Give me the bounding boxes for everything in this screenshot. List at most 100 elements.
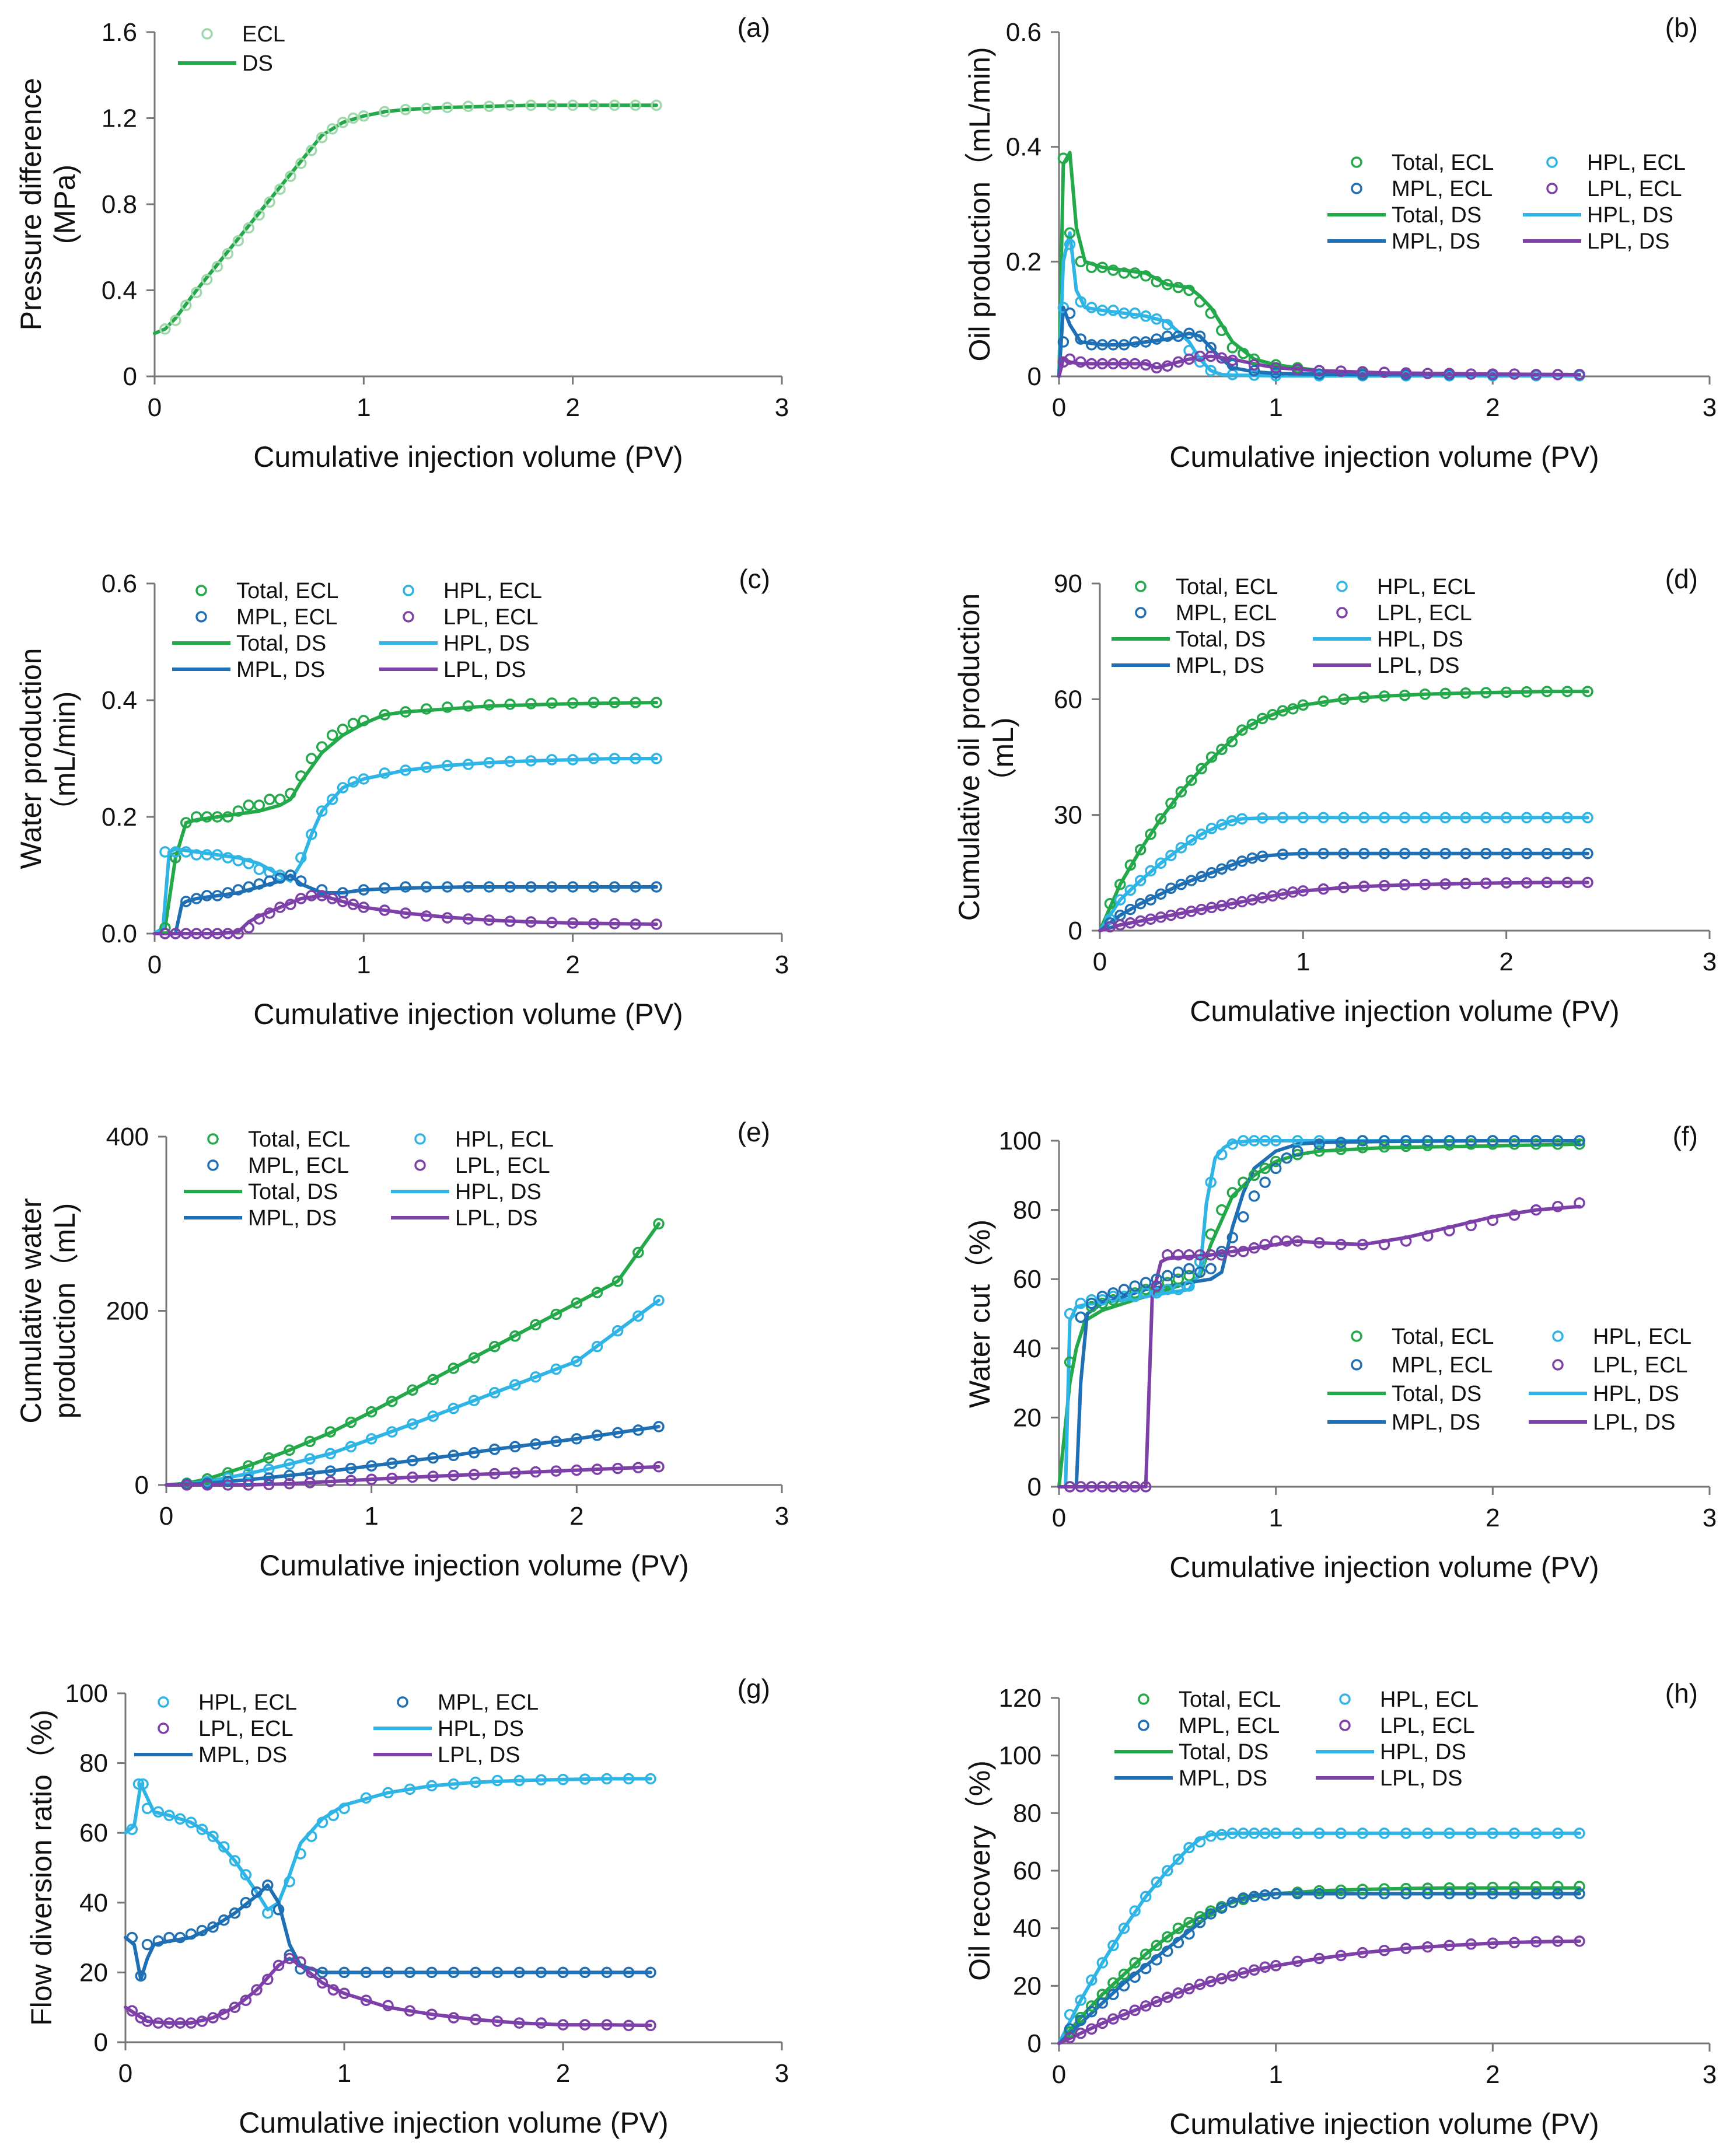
data-point bbox=[1086, 1297, 1098, 1309]
data-point bbox=[1162, 1991, 1173, 2003]
data-point bbox=[190, 928, 202, 939]
data-point bbox=[470, 2014, 481, 2025]
data-point bbox=[1297, 848, 1309, 859]
y-tick-label: 20 bbox=[1013, 1972, 1042, 2000]
data-point bbox=[630, 753, 641, 764]
data-point bbox=[1270, 1960, 1282, 1972]
data-point bbox=[190, 893, 202, 904]
data-point bbox=[1172, 1937, 1184, 1949]
x-tick-label: 0 bbox=[1052, 2060, 1066, 2089]
legend-label: Total, ECL bbox=[236, 579, 338, 603]
data-point bbox=[1357, 1947, 1369, 1959]
series-line-mpl-ds bbox=[124, 1883, 652, 1982]
data-point bbox=[611, 1462, 624, 1474]
legend-label: ECL bbox=[242, 22, 285, 47]
data-point bbox=[1259, 1827, 1271, 1839]
data-point bbox=[530, 1319, 541, 1331]
data-point bbox=[1186, 774, 1197, 786]
legend-marker bbox=[1336, 607, 1348, 619]
data-point bbox=[1129, 1957, 1141, 1969]
data-point bbox=[1552, 1888, 1564, 1900]
data-point bbox=[645, 2019, 656, 2032]
legend-label: LPL, DS bbox=[443, 658, 526, 682]
data-point bbox=[441, 881, 453, 893]
data-point bbox=[1357, 1239, 1369, 1250]
data-point bbox=[488, 1444, 501, 1455]
data-point bbox=[1064, 1356, 1076, 1368]
data-point bbox=[404, 1966, 416, 1979]
data-point bbox=[306, 145, 317, 156]
data-point bbox=[201, 890, 213, 901]
data-point bbox=[623, 1966, 635, 1979]
data-point bbox=[1238, 1211, 1249, 1223]
data-point bbox=[1226, 897, 1238, 910]
series-line-mpl-ds bbox=[1057, 306, 1581, 378]
data-point bbox=[509, 1441, 521, 1453]
data-point bbox=[1248, 1242, 1260, 1254]
series-markers-lpl-ecl bbox=[159, 890, 662, 939]
data-point bbox=[1134, 897, 1147, 910]
legend-label: LPL, DS bbox=[1380, 1766, 1463, 1791]
data-point bbox=[232, 805, 244, 817]
data-point bbox=[1378, 848, 1390, 859]
legend-label: Total, DS bbox=[1392, 1382, 1481, 1406]
y-axis-title: Oil recovery（%) bbox=[963, 1760, 996, 1981]
data-point bbox=[513, 1774, 525, 1787]
data-point bbox=[1183, 284, 1195, 296]
data-point bbox=[1057, 152, 1070, 165]
legend-label: MPL, ECL bbox=[1392, 177, 1493, 201]
data-point bbox=[1086, 302, 1098, 313]
data-point bbox=[509, 1467, 521, 1479]
data-point bbox=[347, 776, 359, 788]
data-point bbox=[1186, 906, 1197, 917]
data-point bbox=[645, 1966, 656, 1979]
data-point bbox=[1096, 1997, 1109, 2009]
data-point bbox=[1140, 1287, 1152, 1299]
legend-label: HPL, ECL bbox=[443, 579, 542, 603]
data-point bbox=[306, 890, 317, 901]
data-point bbox=[1086, 358, 1098, 370]
chart-panel-f: 0 1 2 3 0 20 40 60 80 100 Cumulative injection vol… bbox=[963, 1121, 1717, 1584]
data-point bbox=[1216, 1902, 1228, 1914]
data-point bbox=[421, 703, 432, 715]
series-markers-total-ecl bbox=[1104, 686, 1593, 910]
series-markers-hpl-ecl bbox=[159, 753, 662, 881]
data-point bbox=[295, 893, 307, 904]
data-point bbox=[1151, 333, 1163, 345]
data-point bbox=[304, 1453, 316, 1465]
legend-label: DS bbox=[242, 51, 273, 76]
data-point bbox=[338, 1802, 350, 1815]
data-point bbox=[427, 1410, 439, 1422]
series-markers-mpl-ecl bbox=[159, 869, 662, 939]
data-point bbox=[1183, 1917, 1195, 1928]
data-point bbox=[483, 881, 495, 893]
data-point bbox=[1508, 1209, 1521, 1221]
data-point bbox=[1140, 1948, 1152, 1960]
data-point bbox=[1151, 313, 1163, 325]
data-point bbox=[1129, 307, 1141, 319]
data-point bbox=[1248, 359, 1260, 371]
data-point bbox=[1400, 1235, 1412, 1247]
data-point bbox=[530, 1371, 541, 1383]
x-tick-label: 2 bbox=[565, 951, 579, 979]
data-point bbox=[504, 99, 516, 111]
data-point bbox=[1357, 1142, 1369, 1154]
chart-panel-h: 0 1 2 3 0 20 40 60 80 100 120 Cumulative injection … bbox=[963, 1678, 1717, 2140]
data-point bbox=[1140, 1481, 1152, 1493]
data-point bbox=[337, 896, 349, 907]
data-point bbox=[1357, 1884, 1369, 1895]
x-tick-label: 1 bbox=[337, 2059, 351, 2088]
data-point bbox=[1145, 828, 1156, 840]
data-point bbox=[1205, 307, 1217, 319]
data-point bbox=[379, 106, 390, 118]
data-point bbox=[337, 782, 349, 794]
series-markers-hpl-ecl bbox=[126, 1773, 656, 1919]
data-point bbox=[426, 2008, 438, 2020]
data-point bbox=[1444, 1139, 1455, 1151]
data-point bbox=[326, 123, 338, 135]
data-point bbox=[159, 928, 171, 939]
data-point bbox=[400, 907, 411, 919]
data-point bbox=[1422, 1135, 1434, 1147]
data-point bbox=[611, 1276, 624, 1287]
data-point bbox=[1151, 276, 1163, 288]
